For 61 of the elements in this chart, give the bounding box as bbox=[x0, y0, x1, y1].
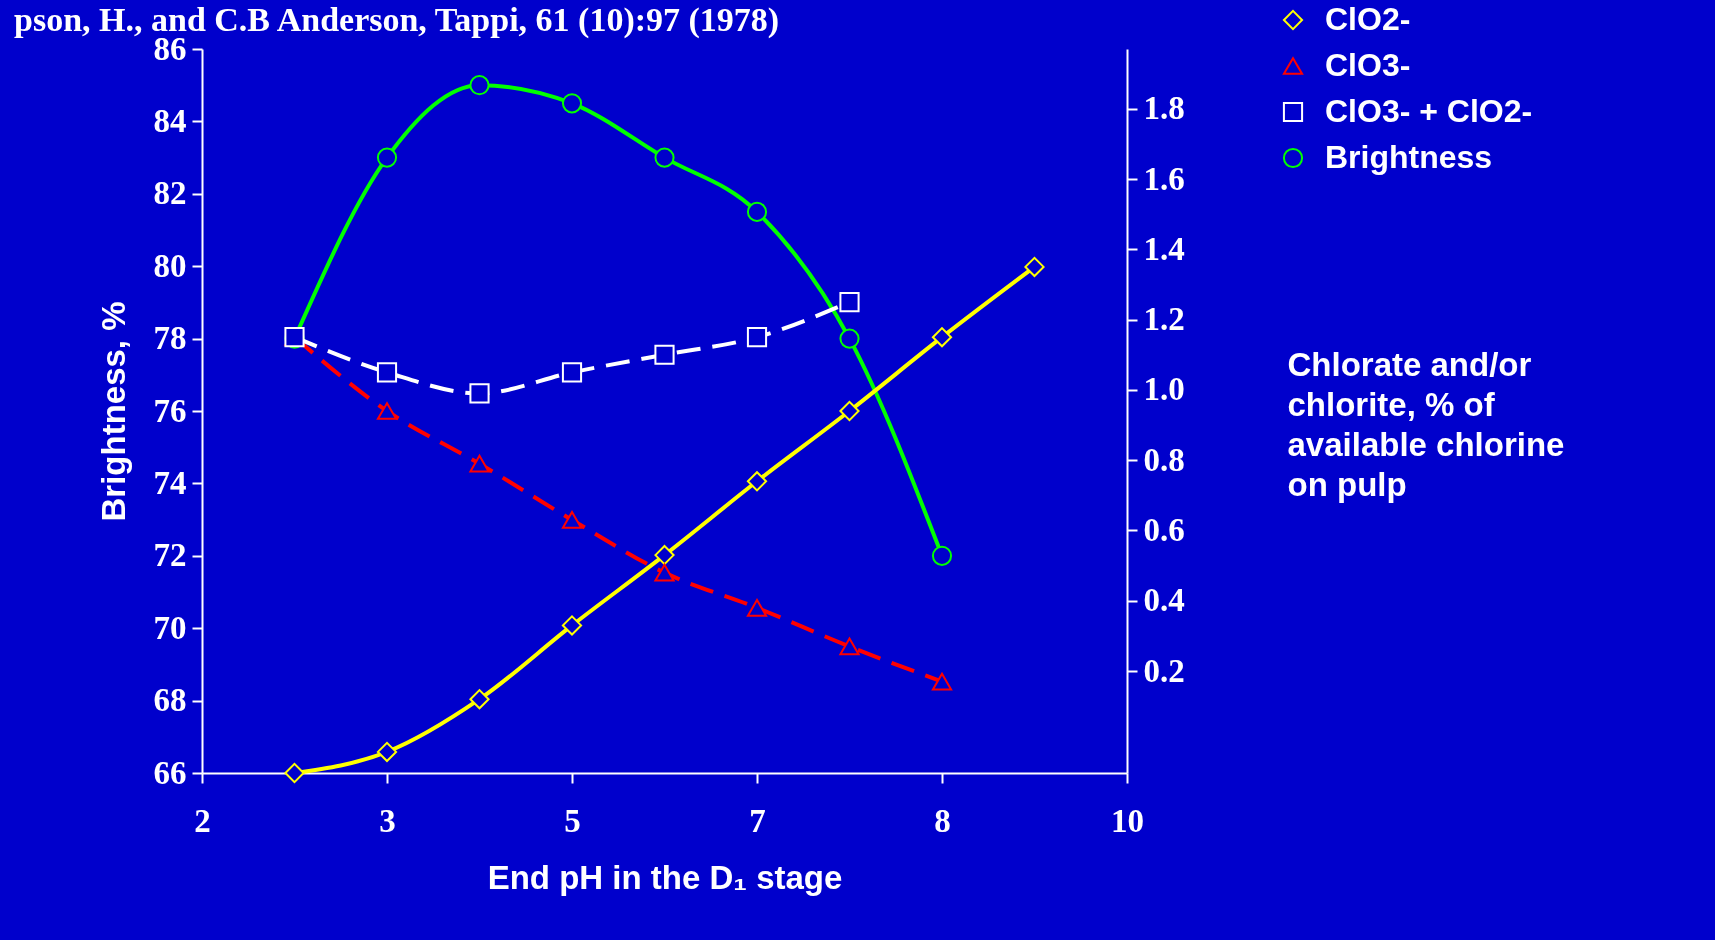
point bbox=[561, 511, 583, 529]
point bbox=[469, 454, 490, 473]
y-tick-label: 76 bbox=[153, 392, 187, 429]
y2-tick-label: 0.6 bbox=[1143, 512, 1185, 548]
y2-tick-label: 1.8 bbox=[1143, 90, 1185, 127]
y2-tick-label: 1.4 bbox=[1143, 230, 1185, 267]
y2-tick-label: 0.8 bbox=[1143, 441, 1185, 478]
y-tick-label: 66 bbox=[153, 754, 187, 791]
x-tick-label: 5 bbox=[564, 802, 581, 839]
legend-label: Brightness bbox=[1325, 139, 1493, 175]
y2-axis-title: Chlorate and/or chlorite, % of available chlorine on pulp bbox=[1287, 345, 1565, 503]
x-tick-label: 7 bbox=[749, 802, 766, 839]
y2-tick-label: 0.4 bbox=[1143, 582, 1185, 619]
point bbox=[931, 545, 953, 566]
point bbox=[654, 563, 675, 582]
y-tick-label: 82 bbox=[153, 175, 187, 212]
y2-tick-label: 1.6 bbox=[1143, 160, 1185, 197]
point bbox=[284, 762, 305, 784]
y2-tick-label: 0.2 bbox=[1143, 652, 1185, 689]
x-axis-title: End pH in the D₁ stage bbox=[487, 858, 843, 896]
y-tick-label: 72 bbox=[153, 537, 187, 574]
point bbox=[654, 545, 675, 566]
point bbox=[839, 400, 860, 422]
point bbox=[839, 637, 860, 656]
point bbox=[746, 598, 768, 617]
y-tick-label: 74 bbox=[153, 464, 187, 501]
point bbox=[469, 689, 490, 710]
y-tick-label: 84 bbox=[153, 102, 187, 139]
y-tick-label: 80 bbox=[153, 247, 187, 284]
point bbox=[746, 327, 768, 348]
point bbox=[376, 362, 398, 383]
point bbox=[654, 344, 675, 365]
point bbox=[561, 362, 583, 383]
legend-label: ClO3- + ClO2- bbox=[1325, 93, 1533, 129]
point bbox=[931, 327, 953, 348]
x-tick-label: 10 bbox=[1111, 802, 1144, 839]
point bbox=[931, 672, 953, 691]
point bbox=[746, 201, 768, 222]
point bbox=[839, 291, 860, 313]
point bbox=[561, 615, 583, 636]
point bbox=[1024, 256, 1045, 277]
y2-tick-label: 1.2 bbox=[1143, 301, 1185, 338]
point bbox=[376, 402, 398, 420]
y-tick-label: 68 bbox=[153, 682, 187, 719]
y-axis-title: Brightness, % bbox=[94, 301, 132, 522]
point bbox=[561, 93, 583, 114]
x-tick-label: 3 bbox=[379, 802, 396, 839]
x-tick-label: 8 bbox=[934, 802, 951, 839]
legend-label: ClO3- bbox=[1325, 47, 1411, 83]
point bbox=[839, 328, 860, 349]
point bbox=[376, 741, 398, 762]
x-tick-label: 2 bbox=[194, 802, 211, 839]
point bbox=[469, 383, 490, 404]
y-tick-label: 78 bbox=[153, 320, 187, 357]
y-tick-label: 70 bbox=[153, 609, 187, 646]
point bbox=[469, 75, 490, 96]
legend-label: ClO2- bbox=[1325, 1, 1411, 37]
point bbox=[376, 147, 398, 168]
point bbox=[654, 147, 675, 168]
point bbox=[746, 471, 768, 492]
y2-tick-label: 1.0 bbox=[1143, 371, 1185, 408]
